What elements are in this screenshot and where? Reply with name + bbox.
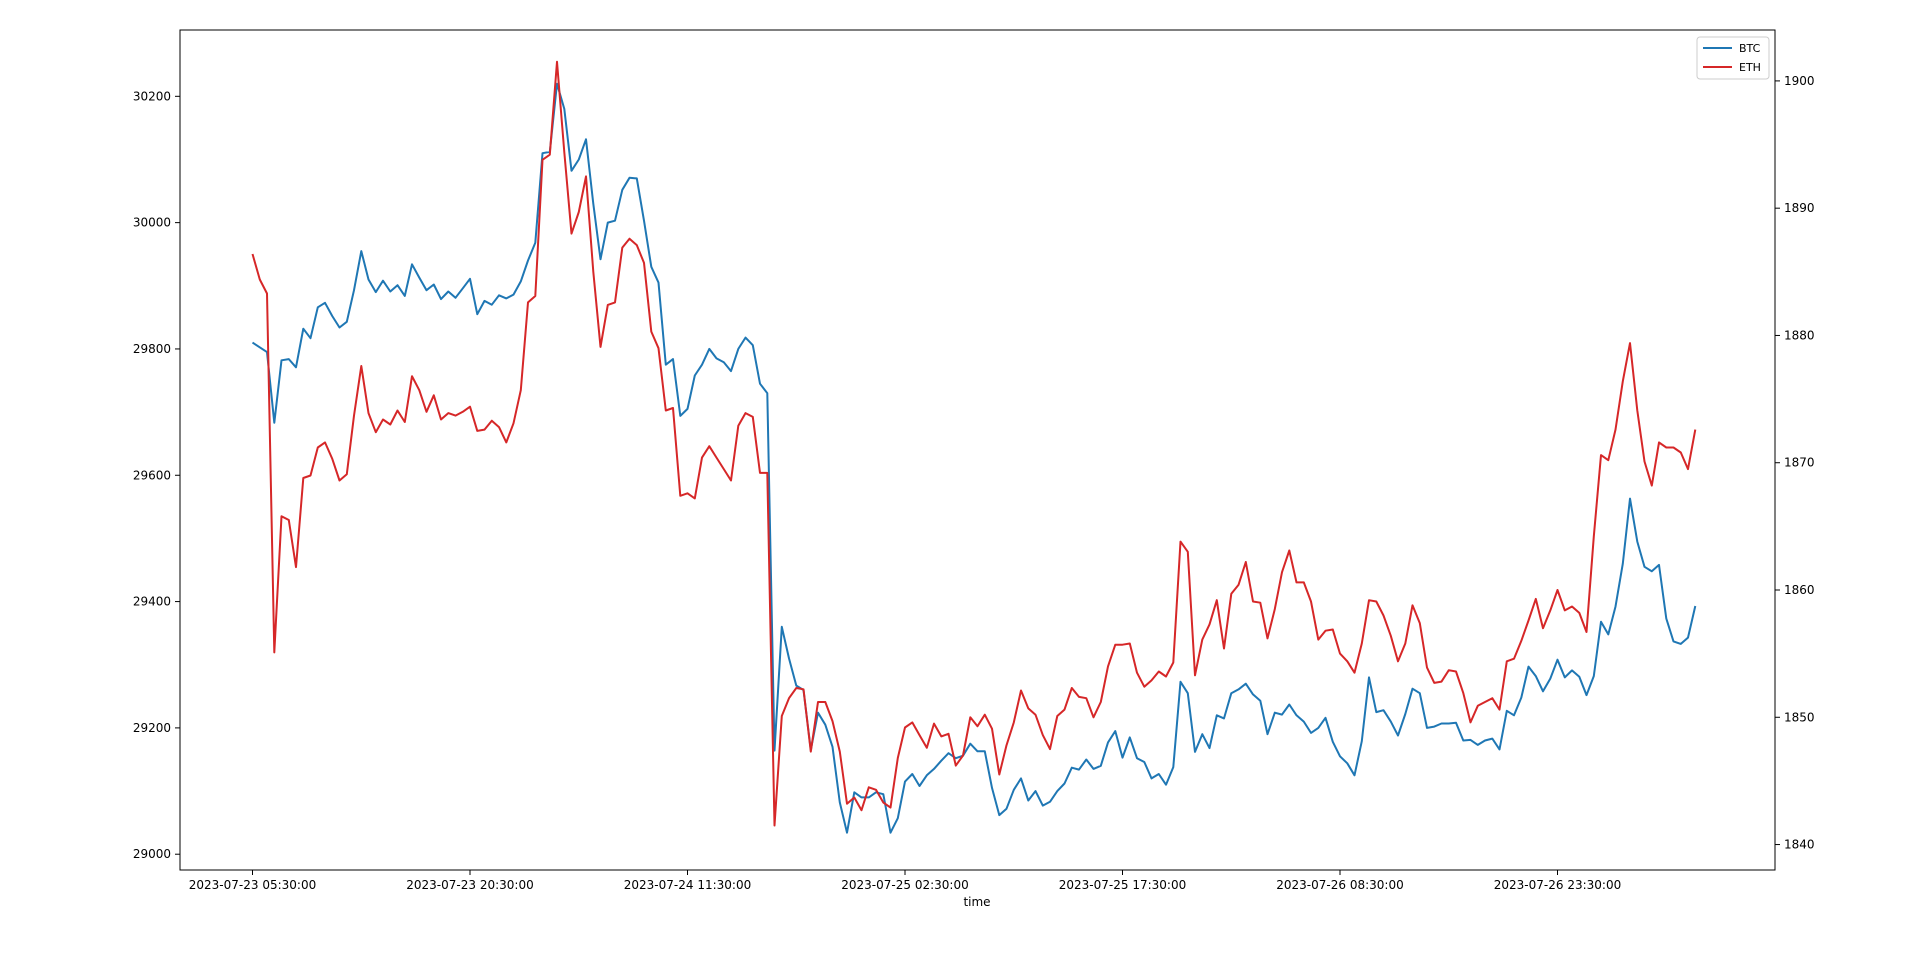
x-tick-label: 2023-07-26 08:30:00 <box>1276 878 1403 892</box>
y-right-tick-label: 1870 <box>1784 456 1815 470</box>
y-left-tick-label: 29800 <box>133 342 171 356</box>
y-right-tick-label: 1850 <box>1784 710 1815 724</box>
y-axis-left: 29000 29200 29400 29600 29800 30000 30200 <box>133 89 180 861</box>
x-tick-label: 2023-07-25 02:30:00 <box>841 878 968 892</box>
x-tick-label: 2023-07-23 20:30:00 <box>406 878 533 892</box>
x-axis-title: time <box>963 895 990 909</box>
x-tick-label: 2023-07-24 11:30:00 <box>624 878 751 892</box>
y-right-tick-label: 1840 <box>1784 838 1815 852</box>
y-right-tick-label: 1880 <box>1784 328 1815 342</box>
y-right-tick-label: 1860 <box>1784 583 1815 597</box>
x-tick-label: 2023-07-23 05:30:00 <box>189 878 316 892</box>
series-lines <box>251 60 1697 834</box>
plot-frame <box>179 29 1776 871</box>
y-left-tick-label: 29600 <box>133 468 171 482</box>
y-right-tick-label: 1900 <box>1784 74 1815 88</box>
y-left-tick-label: 30200 <box>133 89 171 103</box>
y-axis-right: 1840 1850 1860 1870 1880 1890 1900 <box>1775 74 1815 852</box>
y-left-tick-label: 29000 <box>133 847 171 861</box>
legend-label-btc: BTC <box>1739 42 1761 55</box>
series-line-btc <box>251 82 1697 834</box>
y-left-tick-label: 30000 <box>133 216 171 230</box>
x-axis: 2023-07-23 05:30:00 2023-07-23 20:30:00 20… <box>189 870 1621 892</box>
legend: BTC ETH <box>1696 36 1770 80</box>
legend-label-eth: ETH <box>1739 61 1761 74</box>
x-tick-label: 2023-07-26 23:30:00 <box>1494 878 1621 892</box>
series-line-eth <box>251 60 1697 827</box>
y-right-tick-label: 1890 <box>1784 201 1815 215</box>
x-tick-label: 2023-07-25 17:30:00 <box>1059 878 1186 892</box>
y-left-tick-label: 29400 <box>133 595 171 609</box>
y-left-tick-label: 29200 <box>133 721 171 735</box>
